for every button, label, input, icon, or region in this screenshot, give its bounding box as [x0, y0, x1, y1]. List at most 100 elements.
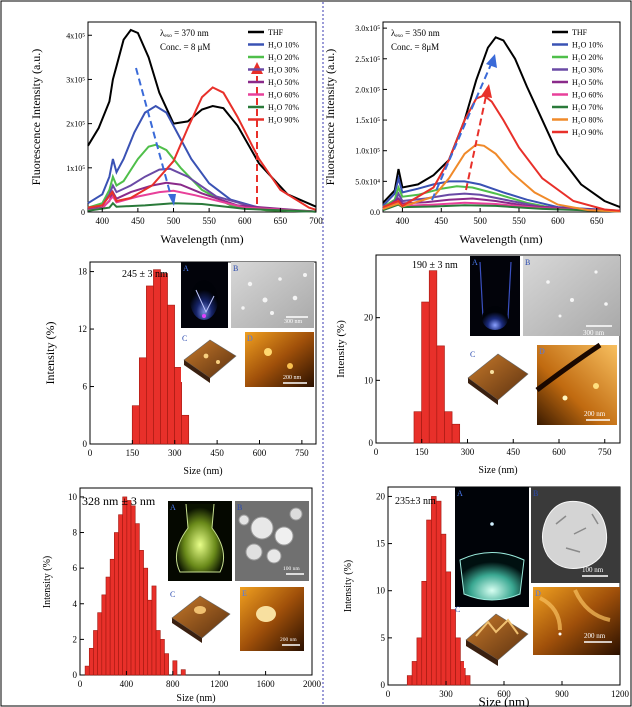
inset-label-a: A: [183, 264, 189, 273]
inset-label-c: C: [455, 605, 460, 614]
inset-label-b: B: [233, 264, 238, 273]
series-line: [382, 143, 621, 213]
inset-a-photo: [181, 262, 228, 328]
x-tick-label: 1200: [210, 679, 229, 689]
inset-a-photo: [470, 256, 520, 336]
y-tick-label: 0: [73, 670, 78, 680]
x-tick-label: 0: [78, 679, 83, 689]
histogram-bar: [126, 500, 132, 676]
histogram-bar: [426, 519, 432, 686]
annotation-line-2: Conc. = 8μM: [391, 42, 439, 52]
histogram-bar: [93, 630, 98, 676]
x-tick-label: 450: [210, 448, 224, 458]
x-tick-label: 400: [396, 216, 410, 226]
series-line: [87, 28, 317, 208]
inset-label-c: C: [170, 590, 175, 599]
legend-label: H₂O 90%: [572, 128, 603, 137]
x-tick-label: 1600: [257, 679, 276, 689]
x-tick-label: 300: [439, 689, 453, 699]
histogram-bar: [436, 345, 445, 444]
histogram-bar: [421, 301, 430, 444]
histogram-bar: [105, 576, 111, 676]
scale-bar-label: 300 nm: [284, 319, 303, 325]
x-tick-label: 150: [126, 448, 140, 458]
x-tick-label: 400: [120, 679, 134, 689]
inset-label-c: C: [182, 334, 187, 343]
y-tick-label: 10: [364, 375, 374, 385]
x-tick-label: 1200: [611, 689, 630, 699]
y-tick-label: 0: [381, 680, 386, 690]
legend-label: H₂O 30%: [268, 66, 299, 75]
histogram-bar: [164, 653, 169, 676]
y-tick-label: 3x10⁵: [66, 75, 85, 84]
y-tick-label: 5.0x10⁴: [355, 177, 380, 186]
scale-bar-label: 200 nm: [584, 410, 606, 418]
inset-label-b: B: [237, 503, 242, 512]
histogram-bar: [118, 514, 123, 676]
histogram-bar: [428, 270, 438, 444]
histogram-bar: [431, 496, 437, 686]
histogram-bar: [101, 594, 107, 676]
inset-a-photo: [168, 501, 232, 581]
scale-bar-label: 200 nm: [280, 637, 297, 643]
inset-label-b: B: [533, 489, 538, 498]
inset-e-afm: [240, 587, 304, 651]
histogram-bar: [130, 505, 136, 676]
y-tick-label: 4x10⁵: [66, 31, 85, 40]
y-tick-label: 20: [364, 313, 374, 323]
trend-arrowhead-blue: [486, 54, 497, 68]
y-tick-label: 15: [376, 539, 386, 549]
histogram-bar: [88, 647, 94, 676]
panel-fluorescence-350: 400 450 500 550 600 650 0.0 5.0x10⁴ 1.0x10⁵ 1.5x1…: [323, 21, 621, 246]
x-tick-label: 700: [309, 216, 323, 226]
histogram-bar: [440, 533, 447, 686]
inset-d-afm: [245, 332, 314, 387]
y-axis-label: Intensity (%): [343, 560, 354, 613]
inset-b-sem: [531, 487, 620, 583]
scale-bar-label: 200 nm: [584, 632, 606, 640]
x-tick-label: 0: [374, 447, 379, 457]
inset-b-sem: [235, 501, 309, 581]
x-tick-label: 550: [512, 216, 526, 226]
y-tick-label: 2.5x10⁵: [355, 55, 380, 64]
histogram-bar: [139, 550, 144, 676]
legend-label: H₂O 60%: [268, 91, 299, 100]
histogram-bar: [153, 269, 161, 445]
trend-arrowhead-red: [251, 62, 263, 74]
y-tick-label: 6: [73, 563, 78, 573]
x-tick-label: 800: [166, 679, 180, 689]
x-tick-label: 600: [497, 689, 511, 699]
scale-bar-label: 100 nm: [582, 566, 604, 574]
histogram-bar: [147, 599, 153, 676]
annotation-line-1: λₑₓₒ = 350 nm: [391, 28, 440, 38]
y-tick-label: 0: [81, 208, 85, 217]
y-tick-label: 18: [78, 267, 88, 277]
x-tick-label: 600: [551, 216, 565, 226]
x-tick-label: 400: [96, 216, 110, 226]
series-line: [382, 184, 621, 213]
y-tick-label: 1.0x10⁵: [355, 147, 380, 156]
inset-label-e: E: [242, 589, 247, 598]
histogram-bar: [97, 612, 103, 676]
x-tick-label: 500: [167, 216, 181, 226]
y-tick-label: 10: [68, 492, 78, 502]
inset-c-afm-3d: [168, 587, 232, 645]
histogram-bar: [464, 675, 471, 686]
histogram-bar: [151, 585, 157, 676]
series-line: [382, 94, 621, 212]
y-tick-label: 2: [73, 634, 78, 644]
panel-fluorescence-370: 400 450 500 550 600 650 700 0 1x10⁵ 2x10⁵ 3x10⁵ 4x1…: [29, 21, 323, 246]
plot-area-frame: [382, 21, 621, 213]
histogram-bar: [435, 500, 442, 686]
panel-dls-190: 0 150 300 450 600 750 0 10 20 190 ± 3 nm A B: [335, 254, 621, 476]
y-tick-label: 2.0x10⁵: [355, 85, 380, 94]
y-tick-label: 20: [376, 491, 386, 501]
histogram-bar: [413, 411, 422, 444]
histogram-bar: [160, 273, 168, 445]
x-axis-label: Size (nm): [479, 694, 530, 707]
histogram-bar: [134, 523, 140, 676]
legend-label: H₂O 10%: [572, 41, 603, 50]
series-line: [87, 189, 317, 213]
x-axis-label: Size (nm): [176, 693, 215, 704]
histogram-bar: [411, 661, 418, 686]
